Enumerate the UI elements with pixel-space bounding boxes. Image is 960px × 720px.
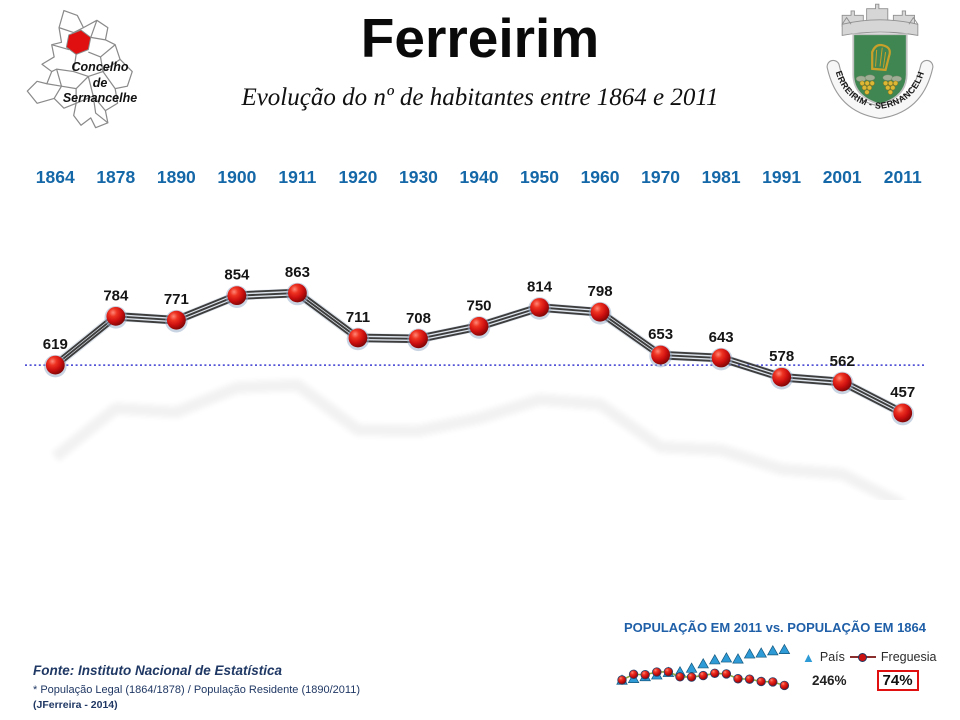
- data-point-marker: [106, 306, 126, 326]
- year-label: 1991: [762, 167, 802, 187]
- freguesia-marker: [779, 680, 790, 691]
- source-note: * População Legal (1864/1878) / Populaçã…: [33, 684, 360, 696]
- year-label: 1911: [278, 167, 317, 187]
- freguesia-marker: [686, 672, 697, 682]
- population-line-chart: 619 784 771 854 863 711 708 750 814 798 653 643 578 5…: [25, 264, 925, 500]
- data-point-marker: [227, 286, 247, 306]
- pais-marker: [778, 643, 791, 654]
- ferreirim-parish-highlight: [65, 29, 92, 56]
- data-point-label: 854: [224, 267, 250, 284]
- year-label: 1960: [580, 167, 620, 187]
- year-label: 1940: [459, 167, 499, 187]
- comparison-legend: ▲ País Freguesia 246% 74%: [802, 650, 954, 691]
- year-label: 2011: [883, 167, 922, 187]
- comparison-title: POPULAÇÃO EM 2011 vs. POPULAÇÃO EM 1864: [624, 620, 926, 635]
- pais-marker: [697, 658, 709, 669]
- pais-marker: [755, 647, 767, 658]
- freguesia-marker: [663, 667, 674, 677]
- data-point-label: 578: [769, 348, 794, 365]
- year-label: 2001: [822, 167, 862, 187]
- year-axis: 1864 1878 1890 1900 1911 1920 1930 1940 1950 1960…: [25, 167, 933, 188]
- year-label: 1920: [338, 167, 378, 187]
- pais-marker: [743, 648, 756, 659]
- data-point-label: 562: [830, 353, 855, 370]
- legend-row: ▲ País Freguesia: [802, 650, 954, 664]
- year-label: 1900: [217, 167, 257, 187]
- pais-marker: [767, 644, 779, 656]
- percentage-row: 246% 74%: [802, 670, 954, 691]
- freguesia-dot-icon: [857, 652, 867, 662]
- data-point-label: 643: [709, 329, 734, 346]
- pais-marker: [732, 653, 744, 664]
- data-point-marker: [288, 283, 307, 303]
- freguesia-percentage: 74%: [876, 670, 919, 691]
- year-label: 1981: [701, 167, 741, 187]
- freguesia-marker: [652, 667, 662, 677]
- data-point-label: 750: [466, 297, 491, 314]
- pais-marker: [720, 652, 733, 663]
- data-point-label: 814: [527, 278, 553, 295]
- data-point-label: 784: [103, 287, 129, 304]
- freguesia-marker: [721, 669, 732, 679]
- freguesia-marker: [744, 674, 755, 684]
- concelho-map: Concelho de Sernancelhe: [20, 8, 142, 140]
- data-point-marker: [530, 298, 549, 317]
- freguesia-marker: [756, 676, 766, 687]
- legend-pais-label: País: [819, 650, 845, 664]
- data-point-marker: [45, 355, 65, 375]
- map-label: Concelho de Sernancelhe: [62, 60, 138, 106]
- data-point-marker: [832, 372, 852, 392]
- crest-graphic: FERREIRIM - SERNANCELHE: [821, 0, 934, 119]
- freguesia-line-icon: [849, 652, 876, 662]
- data-point-label: 708: [406, 310, 431, 327]
- year-label: 1970: [641, 167, 681, 187]
- page-title: Ferreirim: [360, 7, 600, 69]
- freguesia-marker: [733, 674, 743, 684]
- freguesia-marker: [628, 669, 639, 680]
- freguesia-marker: [768, 677, 778, 687]
- source-text: Fonte: Instituto Nacional de Estatística: [33, 663, 283, 678]
- data-point-label: 798: [588, 283, 613, 300]
- pais-triangle-icon: ▲: [802, 649, 815, 665]
- data-point-marker: [893, 403, 913, 423]
- year-label: 1890: [156, 167, 196, 187]
- year-label: 1930: [398, 167, 438, 187]
- freguesia-marker: [640, 670, 650, 680]
- freguesia-marker: [675, 672, 685, 682]
- author-credit: (JFerreira - 2014): [33, 699, 118, 711]
- pais-percentage: 246%: [812, 673, 847, 688]
- source-block: Fonte: Instituto Nacional de Estatística…: [33, 663, 360, 711]
- freguesia-marker: [710, 668, 720, 678]
- data-point-label: 711: [346, 309, 370, 326]
- page-subtitle: Evolução do nº de habitantes entre 1864 …: [241, 84, 719, 111]
- pais-marker: [709, 654, 721, 665]
- municipality-crest: FERREIRIM - SERNANCELHE: [821, 0, 936, 120]
- grapes-icon: [855, 74, 902, 95]
- year-label: 1864: [35, 167, 75, 187]
- pais-marker: [685, 662, 698, 673]
- data-point-marker: [409, 329, 428, 349]
- concelho-map-graphic: [26, 9, 133, 129]
- mural-crown-icon: [841, 3, 919, 36]
- harp-icon: [871, 43, 891, 72]
- freguesia-marker: [617, 675, 627, 685]
- data-point-marker: [651, 345, 670, 365]
- comparison-mini-chart: [616, 643, 791, 691]
- data-point-label: 863: [285, 264, 310, 281]
- data-point-label: 653: [648, 326, 673, 343]
- data-point-label: 457: [890, 384, 915, 401]
- data-point-label: 619: [43, 336, 68, 353]
- year-label: 1950: [520, 167, 559, 187]
- data-point-marker: [166, 310, 186, 330]
- year-label: 1878: [96, 167, 136, 187]
- data-point-marker: [590, 302, 610, 322]
- freguesia-marker: [698, 670, 708, 681]
- data-point-label: 771: [164, 291, 189, 308]
- legend-freguesia-label: Freguesia: [880, 650, 937, 664]
- data-point-marker: [348, 328, 368, 348]
- data-point-marker: [772, 367, 792, 387]
- data-point-marker: [469, 316, 489, 336]
- data-point-marker: [711, 348, 731, 368]
- chart-shadow: [51, 379, 906, 500]
